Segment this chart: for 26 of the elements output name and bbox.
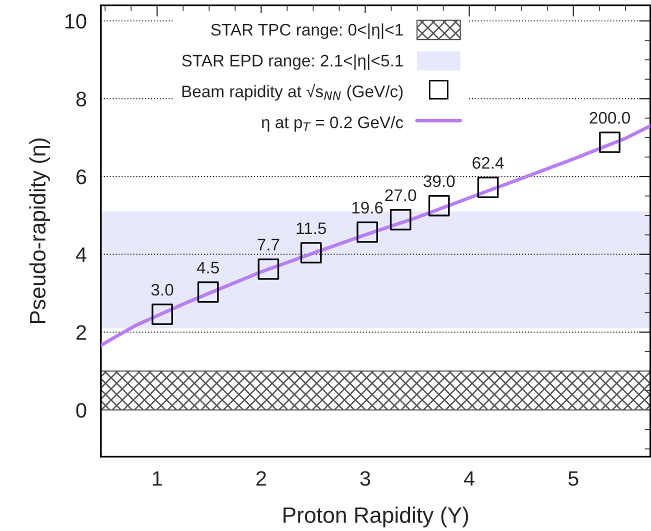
x-axis-title: Proton Rapidity (Y) [284,506,468,528]
x-tick-label: 4 [464,471,474,486]
y-tick-label: 10 [65,14,86,29]
legend-label: STAR TPC range: 0<|η|<1 [211,23,403,40]
y-tick-label: 2 [76,325,86,340]
annotation: 19.6 [352,202,383,214]
annotation: 27.0 [385,189,416,202]
y-tick-label: 4 [76,248,86,262]
annotation: 200.0 [590,112,630,124]
annotation: 39.0 [424,175,455,188]
legend-label: Beam rapidity at √s$_{NN}$ (GeV/c) [182,84,403,101]
y-tick-label: 6 [76,170,86,184]
legend-label: STAR EPD range: 2.1<|η|<5.1 [182,54,403,70]
x-tick-label: 3 [360,471,370,486]
y-axis-title: Pseudo-rapidity (η) [29,138,50,324]
x-tick-label: 1 [152,471,162,486]
annotation: 11.5 [296,222,326,234]
x-tick-label: 5 [568,471,578,486]
legend-label: η at p$_{T}$ = 0.2 GeV/c [262,116,404,132]
y-tick-label: 8 [76,92,86,106]
annotation: 4.5 [196,262,219,274]
annotation: 7.7 [258,238,280,250]
annotation: 62.4 [472,157,504,169]
y-tick-label: 0 [76,402,86,418]
annotation: 3.0 [151,284,174,296]
x-tick-label: 2 [256,471,266,486]
